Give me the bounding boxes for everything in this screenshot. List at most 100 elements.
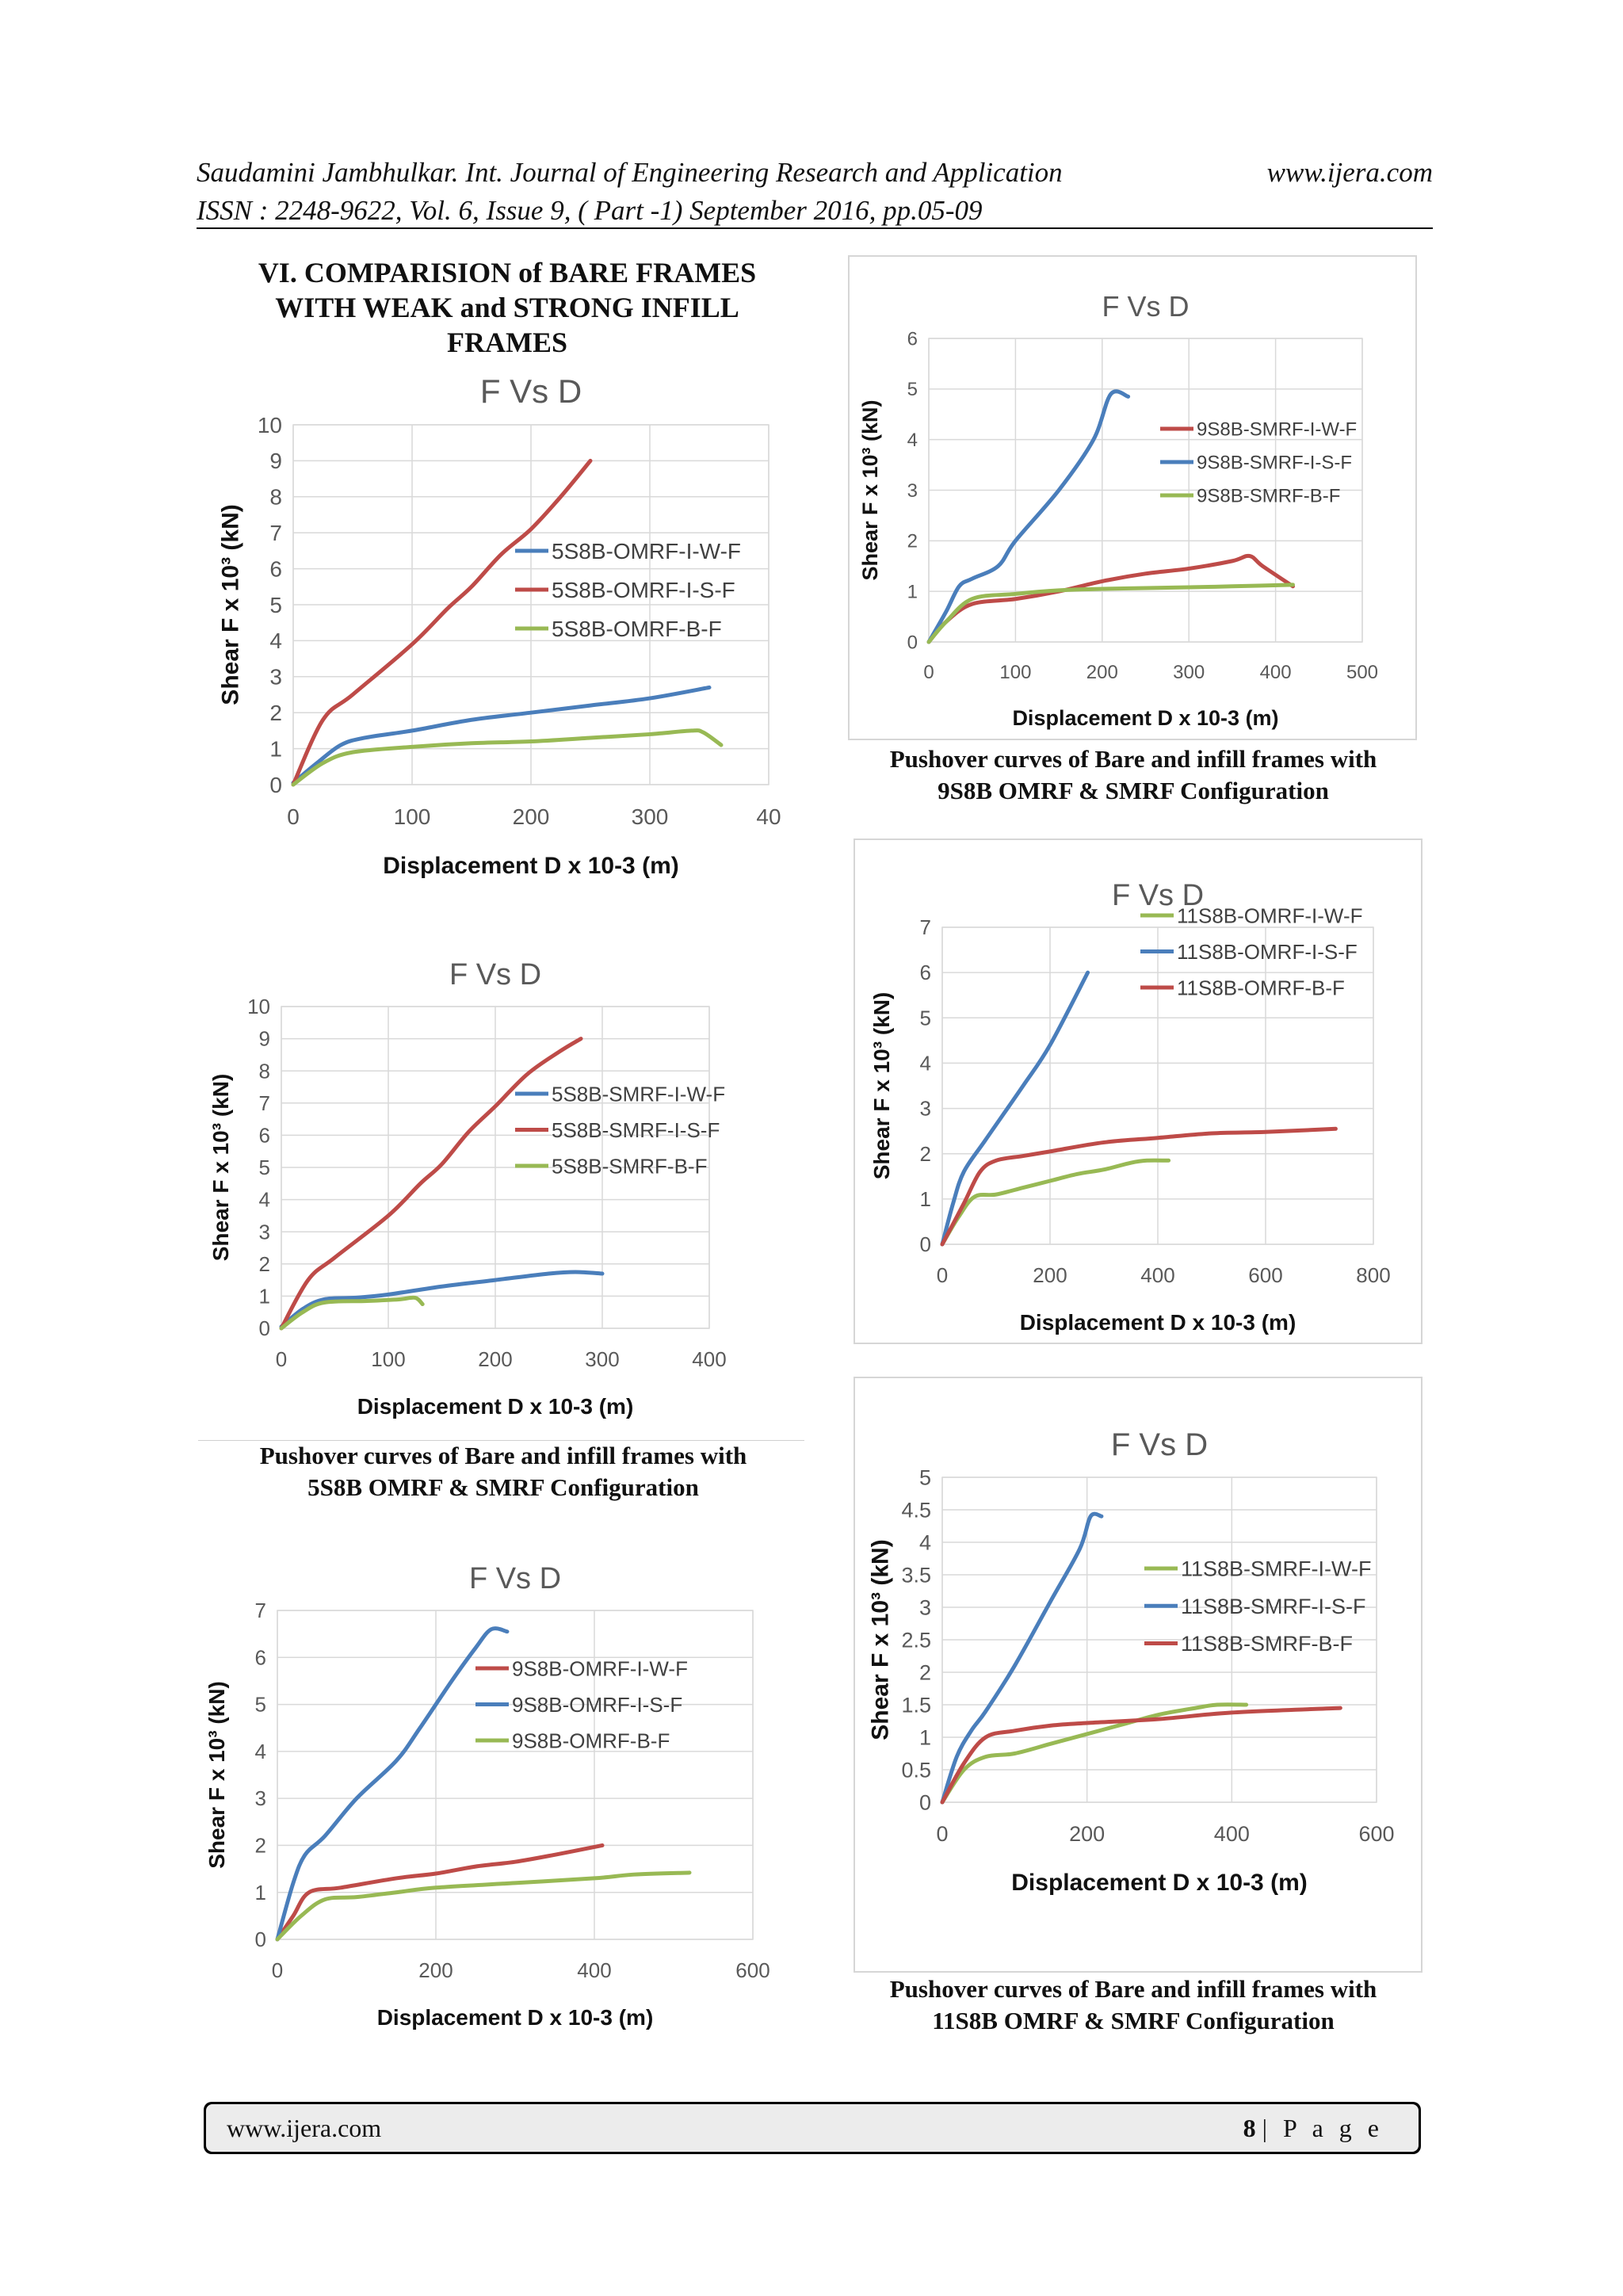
y-tick-label: 7 — [269, 521, 282, 545]
y-tick-label: 6 — [907, 328, 918, 350]
y-tick-label: 1 — [907, 582, 918, 603]
series-line — [279, 1295, 425, 1331]
y-tick-label: 3 — [907, 480, 918, 502]
y-tick-label: 7 — [255, 1599, 266, 1622]
y-tick-label: 4 — [259, 1188, 270, 1212]
series-line — [926, 553, 1295, 644]
y-tick-label: 4 — [269, 628, 282, 653]
legend-label: 9S8B-SMRF-I-S-F — [1197, 453, 1352, 474]
series-line — [940, 970, 1090, 1247]
y-tick-label: 3 — [919, 1595, 931, 1619]
x-tick-label: 0 — [923, 662, 934, 683]
legend-label: 5S8B-OMRF-I-S-F — [552, 578, 735, 602]
x-tick-label: 400 — [1260, 662, 1292, 683]
y-tick-label: 5 — [920, 1006, 931, 1030]
y-tick-label: 4 — [920, 1052, 931, 1075]
legend-label: 9S8B-OMRF-B-F — [512, 1729, 670, 1752]
y-tick-label: 6 — [920, 961, 931, 984]
x-tick-label: 200 — [478, 1347, 512, 1371]
chart-title: F Vs D — [1102, 290, 1189, 323]
series-line — [279, 1270, 605, 1329]
legend-label: 11S8B-SMRF-I-W-F — [1181, 1557, 1372, 1581]
caption-line: 11S8B OMRF & SMRF Configuration — [932, 2007, 1335, 2034]
y-tick-label: 1 — [919, 1725, 931, 1749]
caption-line: Pushover curves of Bare and infill frame… — [889, 1975, 1377, 2003]
series-line — [926, 583, 1295, 644]
x-tick-label: 0 — [287, 804, 300, 829]
y-tick-label: 10 — [247, 995, 270, 1018]
x-tick-label: 600 — [1358, 1822, 1394, 1846]
y-tick-label: 5 — [269, 593, 282, 617]
x-tick-label: 800 — [1356, 1263, 1390, 1287]
x-tick-label: 200 — [1069, 1822, 1105, 1846]
x-tick-label: 100 — [999, 662, 1031, 683]
section-title-line: WITH WEAK and STRONG INFILL — [275, 292, 739, 323]
legend-label: 9S8B-OMRF-I-W-F — [512, 1656, 688, 1680]
legend-label: 9S8B-OMRF-I-S-F — [512, 1693, 682, 1717]
y-tick-label: 6 — [255, 1645, 266, 1669]
series-line — [291, 685, 712, 785]
series-line — [291, 728, 724, 787]
y-tick-label: 7 — [920, 915, 931, 939]
y-tick-label: 4 — [919, 1530, 931, 1554]
footer-website[interactable]: www.ijera.com — [227, 2113, 382, 2142]
x-tick-label: 100 — [371, 1347, 405, 1371]
y-tick-label: 0 — [907, 632, 918, 653]
y-tick-label: 5 — [255, 1693, 266, 1717]
y-tick-label: 2 — [259, 1252, 270, 1276]
series-line — [291, 458, 593, 787]
y-axis-label: Shear F x 10³ (kN) — [868, 1539, 894, 1740]
y-tick-label: 2 — [920, 1142, 931, 1166]
legend-label: 5S8B-SMRF-B-F — [552, 1154, 707, 1178]
x-axis-label: Displacement D x 10-3 (m) — [1012, 706, 1278, 730]
x-tick-label: 0 — [937, 1263, 948, 1287]
y-axis-label: Shear F x 10³ (kN) — [217, 504, 243, 705]
y-tick-label: 0 — [920, 1232, 931, 1256]
header-website[interactable]: www.ijera.com — [1266, 157, 1433, 188]
series-line — [275, 1870, 692, 1942]
chart-11s8b-smrf: F Vs D 0 0.5 1 1.5 2 2.5 3 3.5 4 4.5 5 0 200 400 600 Dis… — [854, 1377, 1423, 1973]
x-tick-label: 300 — [585, 1347, 619, 1371]
section-title-line: FRAMES — [447, 327, 567, 358]
y-tick-label: 6 — [259, 1124, 270, 1148]
chart-title: F Vs D — [449, 958, 541, 991]
chart-title: F Vs D — [469, 1562, 561, 1595]
y-tick-label: 8 — [259, 1059, 270, 1083]
chart-svg: F Vs D 0 1 2 3 4 5 6 7 0 200 400 600 Displacement D x… — [204, 1562, 770, 2030]
x-tick-label: 400 — [1214, 1822, 1250, 1846]
page-number: 8 | P a g e — [1243, 2114, 1384, 2143]
y-tick-label: 4.5 — [901, 1498, 931, 1522]
page-label: | P a g e — [1262, 2113, 1384, 2142]
x-axis-label: Displacement D x 10-3 (m) — [383, 853, 678, 879]
y-tick-label: 3 — [255, 1786, 266, 1810]
x-tick-label: 200 — [513, 804, 550, 829]
page-footer: www.ijera.com 8 | P a g e — [204, 2102, 1421, 2154]
y-axis-label: Shear F x 10³ (kN) — [204, 1681, 229, 1869]
chart-9s8b-smrf: F Vs D 0 1 2 3 4 5 6 0 100 200 300 400 500 Displacemen… — [848, 255, 1417, 740]
section-title-line: VI. COMPARISION of BARE FRAMES — [258, 257, 757, 288]
y-tick-label: 0 — [919, 1790, 931, 1814]
caption-line: 9S8B OMRF & SMRF Configuration — [938, 777, 1329, 804]
chart-svg: F Vs D 0 1 2 3 4 5 6 7 0 200 400 600 800 Displacement … — [869, 879, 1391, 1335]
y-axis-label: Shear F x 10³ (kN) — [869, 992, 894, 1180]
caption-line: Pushover curves of Bare and infill frame… — [889, 745, 1377, 773]
running-header: Saudamini Jambhulkar. Int. Journal of En… — [197, 154, 1433, 230]
legend-label: 9S8B-SMRF-I-W-F — [1197, 419, 1357, 441]
section-title: VI. COMPARISION of BARE FRAMES WITH WEAK… — [222, 255, 792, 360]
y-tick-label: 2 — [919, 1660, 931, 1684]
chart-title: F Vs D — [480, 372, 582, 410]
x-axis-label: Displacement D x 10-3 (m) — [1011, 1870, 1307, 1896]
y-tick-label: 2 — [255, 1834, 266, 1858]
y-axis-label: Shear F x 10³ (kN) — [208, 1074, 233, 1262]
legend-label: 9S8B-SMRF-B-F — [1197, 486, 1340, 507]
x-tick-label: 300 — [1173, 662, 1205, 683]
header-issn: ISSN : 2248-9622, Vol. 6, Issue 9, ( Par… — [197, 195, 983, 226]
y-tick-label: 1 — [920, 1187, 931, 1211]
x-tick-label: 400 — [692, 1347, 726, 1371]
y-tick-label: 9 — [259, 1027, 270, 1051]
x-tick-label: 0 — [276, 1347, 287, 1371]
series-line — [940, 1511, 1104, 1805]
header-rule — [197, 227, 1433, 229]
legend-label: 5S8B-OMRF-I-W-F — [552, 539, 741, 563]
